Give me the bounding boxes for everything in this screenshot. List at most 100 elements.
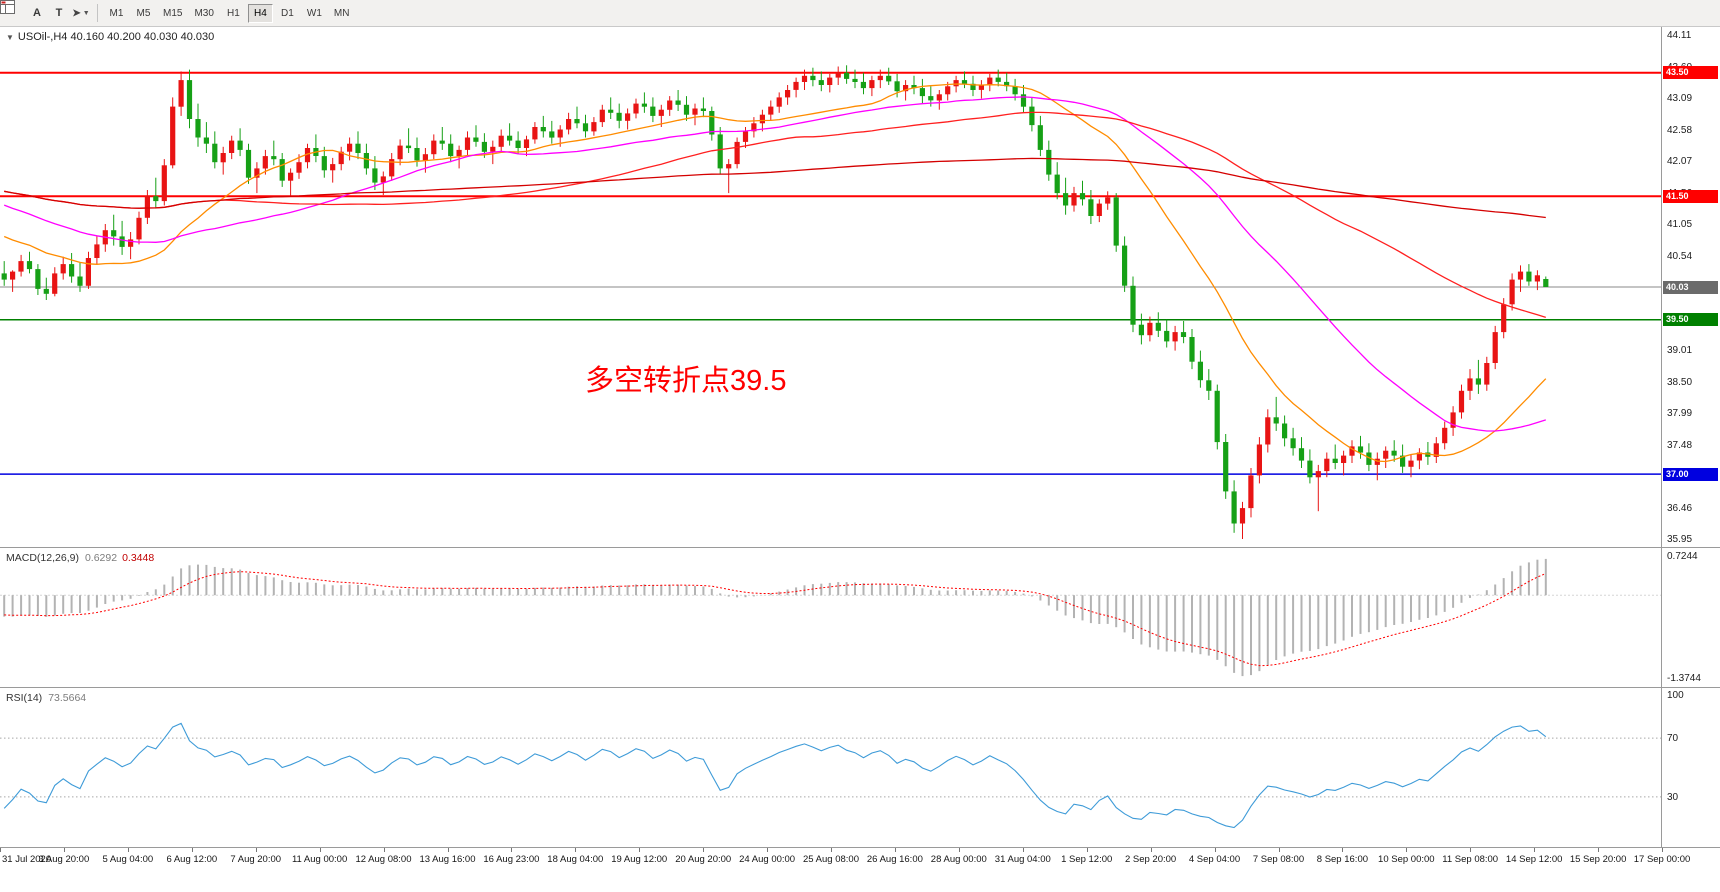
price-scale-label: 36.46 xyxy=(1667,502,1693,514)
collapse-arrow-icon[interactable]: ▼ xyxy=(6,33,14,42)
rsi-title: RSI(14) 73.5664 xyxy=(6,692,86,704)
time-axis-label: 4 Sep 04:00 xyxy=(1188,854,1241,865)
time-axis-label: 18 Aug 04:00 xyxy=(547,854,604,865)
tf-button-w1[interactable]: W1 xyxy=(306,7,322,19)
time-axis-label: 10 Sep 00:00 xyxy=(1378,854,1435,865)
chart-windows-icon[interactable] xyxy=(0,0,26,23)
time-axis-tick xyxy=(1086,848,1088,852)
time-axis[interactable]: 31 Jul 2020 3 Aug 20:00 5 Aug 04:00 6 Aug 1… xyxy=(0,848,1720,874)
dropdown-arrow-icon: ▼ xyxy=(82,9,90,17)
time-axis-tick xyxy=(639,848,641,852)
tf-button-m1[interactable]: M1 xyxy=(109,7,124,19)
chart-grid-glyph xyxy=(0,0,15,14)
macd-scale-bottom: -1.3744 xyxy=(1667,673,1701,684)
macd-panel: MACD(12,26,9) 0.6292 0.3448 0.7244 -1.3744 xyxy=(0,548,1720,688)
time-axis-label: 3 Aug 20:00 xyxy=(38,854,90,865)
tf-button-m30[interactable]: M30 xyxy=(194,7,214,19)
time-axis-tick xyxy=(1598,848,1600,852)
time-axis-label: 14 Sep 12:00 xyxy=(1505,854,1563,865)
time-axis-tick xyxy=(255,848,257,852)
hline-price-tag: 39.50 xyxy=(1663,313,1718,327)
cursor-tool-button[interactable]: ➤ ▼ xyxy=(70,3,92,23)
rsi-panel: RSI(14) 73.5664 100 70 30 xyxy=(0,688,1720,848)
toolbar: A T ➤ ▼ M1 M5 M15 M30 H1 H4 D1 W1 MN xyxy=(0,0,1720,27)
macd-main-value: 0.6292 xyxy=(84,552,118,564)
rsi-plot[interactable]: RSI(14) 73.5664 xyxy=(0,688,1662,847)
candlestick-chart-svg xyxy=(0,65,1661,539)
time-axis-label: 1 Sep 12:00 xyxy=(1061,854,1113,865)
price-scale-label: 39.01 xyxy=(1667,345,1693,356)
time-axis-label: 20 Aug 20:00 xyxy=(675,854,732,865)
time-axis-tick xyxy=(1342,848,1344,852)
time-axis-tick xyxy=(0,848,1,852)
time-axis-tick xyxy=(447,848,449,852)
time-axis-label: 6 Aug 12:00 xyxy=(166,854,218,865)
rsi-level-label: 30 xyxy=(1667,791,1679,803)
time-axis-label: 15 Sep 20:00 xyxy=(1569,854,1627,865)
time-axis-label: 7 Sep 08:00 xyxy=(1252,854,1305,865)
time-axis-label: 11 Sep 08:00 xyxy=(1442,854,1499,865)
time-axis-label: 28 Aug 00:00 xyxy=(930,854,987,865)
time-axis-tick xyxy=(575,848,577,852)
macd-scale-top: 0.7244 xyxy=(1667,551,1698,562)
time-axis-label: 5 Aug 04:00 xyxy=(102,854,154,865)
time-axis-tick xyxy=(319,848,321,852)
macd-scale[interactable]: 0.7244 -1.3744 xyxy=(1663,548,1720,687)
symbol-title: ▼ USOil-,H4 40.160 40.200 40.030 40.030 xyxy=(6,31,214,43)
time-axis-label: 11 Aug 00:00 xyxy=(291,854,348,865)
time-axis-label: 17 Sep 00:00 xyxy=(1633,854,1691,865)
main-chart-plot[interactable]: ▼ USOil-,H4 40.160 40.200 40.030 40.030 多… xyxy=(0,27,1662,547)
time-axis-tick xyxy=(191,848,193,852)
time-axis-tick xyxy=(1278,848,1280,852)
price-scale-label: 35.95 xyxy=(1667,534,1693,545)
price-scale-label: 44.11 xyxy=(1667,30,1692,41)
time-axis-label: 19 Aug 12:00 xyxy=(611,854,668,865)
macd-signal-value: 0.3448 xyxy=(122,552,155,564)
macd-plot[interactable]: MACD(12,26,9) 0.6292 0.3448 xyxy=(0,548,1662,687)
tf-button-m15[interactable]: M15 xyxy=(163,7,183,19)
price-scale-label: 37.48 xyxy=(1667,439,1693,451)
time-axis-tick xyxy=(958,848,960,852)
time-axis-tick xyxy=(1022,848,1024,852)
time-axis-tick xyxy=(1470,848,1472,852)
macd-title-text: MACD(12,26,9) xyxy=(6,552,79,564)
time-axis-label: 12 Aug 08:00 xyxy=(355,854,412,865)
arrow-text-a-button[interactable]: A xyxy=(33,7,41,19)
price-scale-label: 38.50 xyxy=(1667,376,1693,388)
main-chart-panel: ▼ USOil-,H4 40.160 40.200 40.030 40.030 多… xyxy=(0,27,1720,548)
macd-chart-svg xyxy=(0,558,1661,677)
chart-annotation-text[interactable]: 多空转折点39.5 xyxy=(585,365,787,397)
time-axis-tick xyxy=(127,848,129,852)
tf-button-h4[interactable]: H4 xyxy=(247,3,273,23)
time-axis-label: 25 Aug 08:00 xyxy=(803,854,859,865)
tf-button-d1[interactable]: D1 xyxy=(281,7,294,19)
time-axis-tick xyxy=(383,848,385,852)
rsi-scale[interactable]: 100 70 30 xyxy=(1663,688,1720,847)
time-axis-tick xyxy=(511,848,513,852)
time-axis-label: 31 Aug 04:00 xyxy=(994,854,1051,865)
hline-price-tag: 43.50 xyxy=(1663,66,1718,80)
time-axis-label: 31 Jul 2020 xyxy=(2,854,52,865)
time-axis-tick xyxy=(1662,848,1663,852)
macd-title: MACD(12,26,9) 0.6292 0.3448 xyxy=(6,552,154,564)
text-tool-button[interactable]: T xyxy=(55,7,63,19)
tf-button-m5[interactable]: M5 xyxy=(136,7,151,19)
rsi-level-label: 70 xyxy=(1667,733,1679,745)
time-axis-tick xyxy=(767,848,769,852)
time-axis-label: 2 Sep 20:00 xyxy=(1124,854,1177,865)
price-scale-label: 42.07 xyxy=(1667,156,1693,167)
time-axis-tick xyxy=(703,848,705,852)
price-scale-label: 40.54 xyxy=(1667,250,1693,262)
time-axis-tick xyxy=(1534,848,1536,852)
price-scale-label: 43.09 xyxy=(1667,93,1693,104)
time-axis-tick xyxy=(894,848,896,852)
main-price-scale[interactable]: 44.1143.6043.0942.5842.0741.5641.0540.54… xyxy=(1663,27,1720,547)
price-scale-label: 37.99 xyxy=(1667,408,1693,419)
time-axis-label: 16 Aug 23:00 xyxy=(483,854,540,865)
rsi-chart-svg xyxy=(0,722,1661,829)
tf-button-h1[interactable]: H1 xyxy=(227,7,240,19)
current-price-tag: 40.03 xyxy=(1663,280,1718,294)
tf-button-mn[interactable]: MN xyxy=(333,7,350,19)
time-axis-label: 24 Aug 00:00 xyxy=(739,854,796,865)
